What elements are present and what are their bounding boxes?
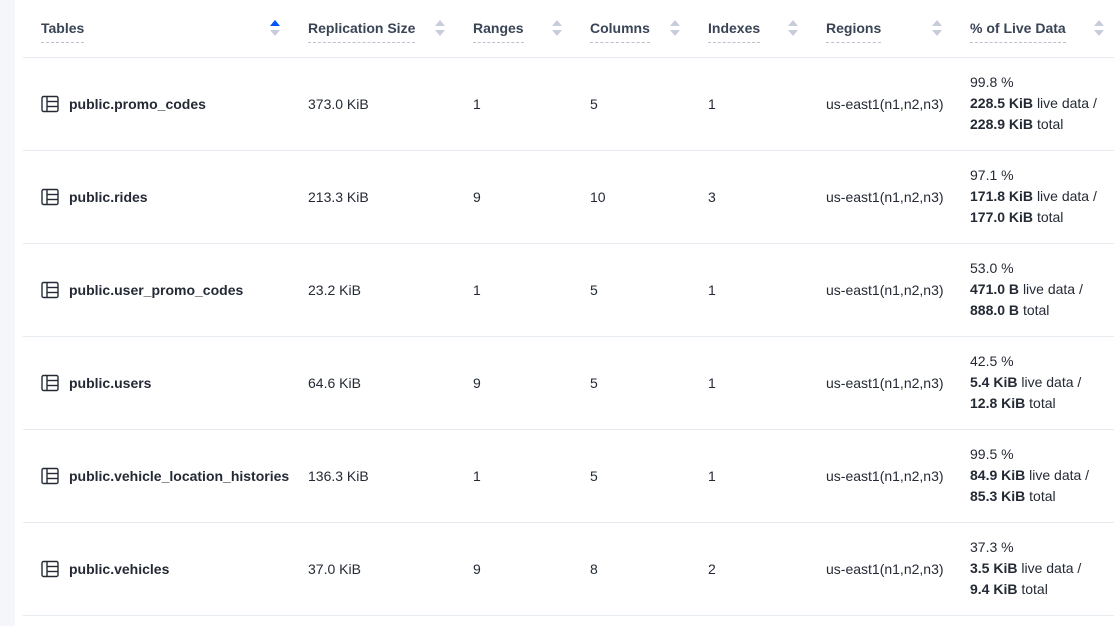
ranges-value: 1: [455, 57, 572, 151]
regions-value: us-east1(n1,n2,n3): [808, 57, 952, 151]
table-icon: [41, 374, 59, 391]
column-header-ranges[interactable]: Ranges: [455, 0, 572, 58]
indexes-value: 1: [690, 243, 808, 337]
live-data-cell: 97.1 % 171.8 KiB live data / 177.0 KiB t…: [970, 165, 1104, 228]
live-data-cell: 99.5 % 84.9 KiB live data / 85.3 KiB tot…: [970, 444, 1104, 507]
columns-value: 5: [572, 57, 690, 151]
live-data-cell: 37.3 % 3.5 KiB live data / 9.4 KiB total: [970, 537, 1104, 600]
table-row[interactable]: public.promo_codes 373.0 KiB 1 5 1 us-ea…: [23, 57, 1114, 151]
ranges-value: 1: [455, 243, 572, 337]
live-data-percent: 37.3 %: [970, 539, 1014, 555]
regions-value: us-east1(n1,n2,n3): [808, 429, 952, 523]
column-header-live-data[interactable]: % of Live Data: [952, 0, 1114, 58]
indexes-value: 1: [690, 57, 808, 151]
total-data-bytes: 888.0 B total: [970, 302, 1050, 318]
column-header-label: Replication Size: [308, 19, 416, 44]
ranges-value: 9: [455, 522, 572, 616]
columns-value: 5: [572, 429, 690, 523]
live-data-percent: 53.0 %: [970, 260, 1014, 276]
table-name-link[interactable]: public.rides: [69, 188, 148, 205]
sort-icon: [435, 20, 445, 37]
table-row[interactable]: public.users 64.6 KiB 9 5 1 us-east1(n1,…: [23, 336, 1114, 430]
replication-size-value: 213.3 KiB: [290, 150, 455, 244]
total-data-bytes: 9.4 KiB total: [970, 581, 1048, 597]
table-row[interactable]: public.vehicles 37.0 KiB 9 8 2 us-east1(…: [23, 522, 1114, 616]
live-data-percent: 99.8 %: [970, 74, 1014, 90]
sort-icon: [932, 20, 942, 37]
regions-value: us-east1(n1,n2,n3): [808, 336, 952, 430]
sort-icon: [1094, 20, 1104, 37]
live-data-bytes: 84.9 KiB live data /: [970, 467, 1090, 483]
table-icon: [41, 95, 59, 112]
live-data-bytes: 5.4 KiB live data /: [970, 374, 1082, 390]
indexes-value: 1: [690, 336, 808, 430]
table-icon: [41, 467, 59, 484]
column-header-columns[interactable]: Columns: [572, 0, 690, 58]
ranges-value: 9: [455, 150, 572, 244]
columns-value: 5: [572, 243, 690, 337]
column-header-tables[interactable]: Tables: [23, 0, 290, 58]
database-tables-table: Tables Replication Size: [23, 0, 1114, 616]
column-header-replication-size[interactable]: Replication Size: [290, 0, 455, 58]
table-name-link[interactable]: public.vehicles: [69, 560, 170, 577]
column-header-regions[interactable]: Regions: [808, 0, 952, 58]
live-data-cell: 42.5 % 5.4 KiB live data / 12.8 KiB tota…: [970, 351, 1104, 414]
live-data-bytes: 3.5 KiB live data /: [970, 560, 1082, 576]
column-header-label: % of Live Data: [970, 19, 1066, 44]
ranges-value: 1: [455, 429, 572, 523]
table-name-link[interactable]: public.user_promo_codes: [69, 281, 244, 298]
column-header-indexes[interactable]: Indexes: [690, 0, 808, 58]
total-data-bytes: 228.9 KiB total: [970, 116, 1064, 132]
live-data-cell: 53.0 % 471.0 B live data / 888.0 B total: [970, 258, 1104, 321]
replication-size-value: 64.6 KiB: [290, 336, 455, 430]
table-icon: [41, 188, 59, 205]
column-header-label: Ranges: [473, 19, 524, 44]
indexes-value: 3: [690, 150, 808, 244]
ranges-value: 9: [455, 336, 572, 430]
table-row[interactable]: public.rides 213.3 KiB 9 10 3 us-east1(n…: [23, 150, 1114, 244]
replication-size-value: 23.2 KiB: [290, 243, 455, 337]
tables-page-panel: Tables Replication Size: [15, 0, 1114, 626]
table-name-link[interactable]: public.promo_codes: [69, 95, 206, 112]
total-data-bytes: 12.8 KiB total: [970, 395, 1056, 411]
column-header-label: Regions: [826, 19, 882, 44]
table-row[interactable]: public.user_promo_codes 23.2 KiB 1 5 1 u…: [23, 243, 1114, 337]
regions-value: us-east1(n1,n2,n3): [808, 150, 952, 244]
replication-size-value: 136.3 KiB: [290, 429, 455, 523]
sort-icon: [670, 20, 680, 37]
table-name-link[interactable]: public.users: [69, 374, 152, 391]
column-header-label: Columns: [590, 19, 650, 44]
live-data-bytes: 228.5 KiB live data /: [970, 95, 1097, 111]
table-icon: [41, 560, 59, 577]
columns-value: 5: [572, 336, 690, 430]
indexes-value: 1: [690, 429, 808, 523]
sort-icon: [788, 20, 798, 37]
sort-icon: [270, 20, 280, 37]
indexes-value: 2: [690, 522, 808, 616]
total-data-bytes: 85.3 KiB total: [970, 488, 1056, 504]
column-header-label: Tables: [41, 19, 85, 44]
columns-value: 10: [572, 150, 690, 244]
table-icon: [41, 281, 59, 298]
live-data-percent: 99.5 %: [970, 446, 1014, 462]
replication-size-value: 373.0 KiB: [290, 57, 455, 151]
live-data-bytes: 171.8 KiB live data /: [970, 188, 1097, 204]
live-data-cell: 99.8 % 228.5 KiB live data / 228.9 KiB t…: [970, 72, 1104, 135]
table-body: public.promo_codes 373.0 KiB 1 5 1 us-ea…: [23, 57, 1114, 616]
live-data-percent: 97.1 %: [970, 167, 1014, 183]
total-data-bytes: 177.0 KiB total: [970, 209, 1064, 225]
table-name-link[interactable]: public.vehicle_location_histories: [69, 467, 290, 484]
table-row[interactable]: public.vehicle_location_histories 136.3 …: [23, 429, 1114, 523]
live-data-percent: 42.5 %: [970, 353, 1014, 369]
table-header-row: Tables Replication Size: [23, 0, 1114, 58]
live-data-bytes: 471.0 B live data /: [970, 281, 1083, 297]
replication-size-value: 37.0 KiB: [290, 522, 455, 616]
regions-value: us-east1(n1,n2,n3): [808, 522, 952, 616]
sort-icon: [552, 20, 562, 37]
regions-value: us-east1(n1,n2,n3): [808, 243, 952, 337]
column-header-label: Indexes: [708, 19, 761, 44]
columns-value: 8: [572, 522, 690, 616]
